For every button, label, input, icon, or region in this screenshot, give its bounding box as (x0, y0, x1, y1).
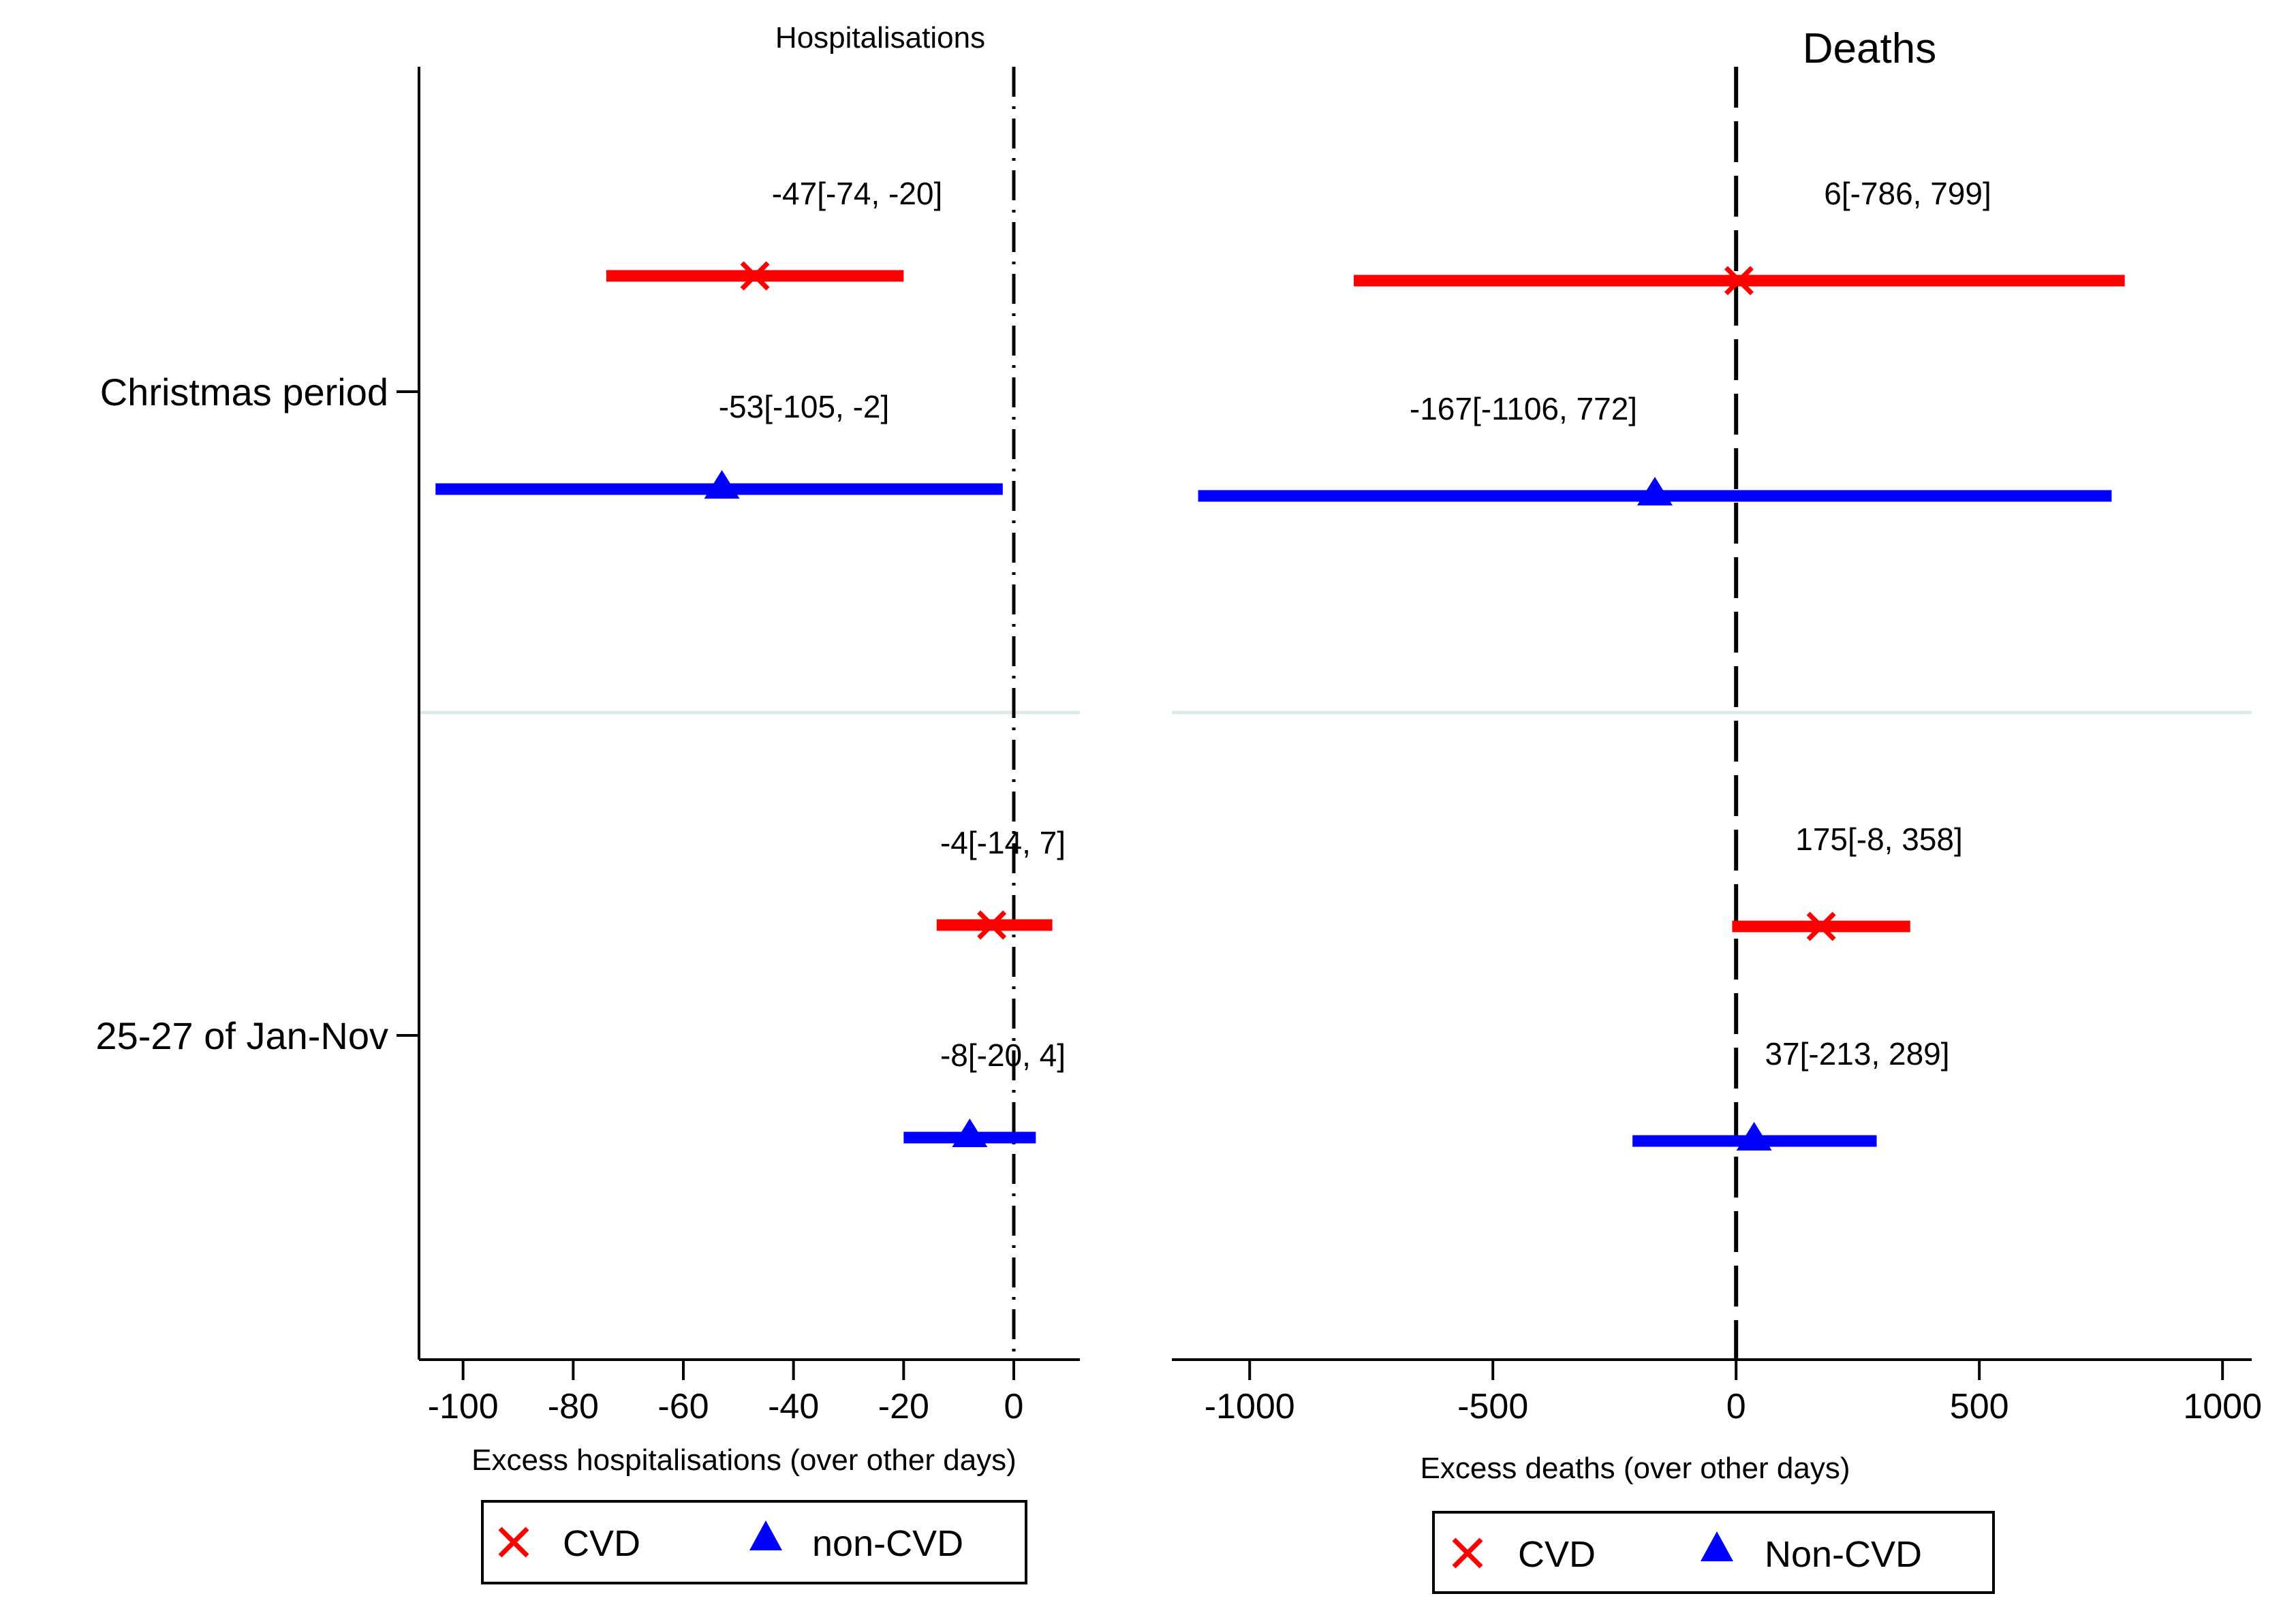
left-x-ticks: -100 -80 -60 -40 -20 0 (428, 1360, 1024, 1426)
left-data-label: -47[-74, -20] (772, 176, 943, 211)
left-x-tick-label: -100 (428, 1387, 499, 1426)
right-triangle-marker (1636, 477, 1673, 505)
left-category-label-jan-nov: 25-27 of Jan-Nov (95, 1014, 388, 1057)
right-triangle-marker (1736, 1122, 1772, 1151)
left-x-marker (977, 910, 1007, 940)
right-x-tick-label: -500 (1457, 1387, 1528, 1426)
left-legend-noncvd-label: non-CVD (812, 1523, 963, 1564)
right-x-tick-label: 500 (1950, 1387, 2009, 1426)
right-legend-noncvd-label: Non-CVD (1765, 1534, 1922, 1575)
left-category-label-christmas: Christmas period (100, 371, 388, 413)
right-x-axis-title: Excess deaths (over other days) (1421, 1452, 1850, 1485)
marker-stroke (1724, 266, 1754, 296)
right-x-marker (1724, 266, 1754, 296)
left-legend: CVD non-CVD (481, 1500, 1027, 1584)
marker-stroke (1806, 911, 1836, 941)
right-data-label: -167[-1106, 772] (1410, 391, 1637, 426)
right-legend: CVD Non-CVD (1432, 1511, 1995, 1594)
left-x-tick-label: -40 (768, 1387, 819, 1426)
left-x-tick-label: -80 (548, 1387, 599, 1426)
left-x-tick-label: -60 (657, 1387, 709, 1426)
left-legend-cvd-marker-icon (498, 1527, 529, 1558)
right-marks: 6[-786, 799] 175[-8, 358] -167[-1106, 772]… (1198, 176, 2125, 1151)
left-panel: Hospitalisations Christmas period 25-27 … (95, 21, 1080, 1584)
left-panel-title: Hospitalisations (775, 21, 985, 54)
left-x-axis-title: Excess hospitalisations (over other days… (471, 1443, 1017, 1477)
right-x-ticks: -1000 -500 0 500 1000 (1205, 1360, 2262, 1426)
right-data-label: 6[-786, 799] (1824, 176, 1991, 211)
left-x-marker (740, 261, 770, 291)
right-data-label: 175[-8, 358] (1795, 822, 1963, 857)
right-x-marker (1806, 911, 1836, 941)
left-marks: -47[-74, -20] -4[-14, 7] -53[-105, -2] -8[-… (435, 176, 1066, 1147)
marker-stroke (977, 910, 1007, 940)
right-panel-title: Deaths (1803, 25, 1936, 72)
right-legend-cvd-label: CVD (1518, 1534, 1596, 1575)
right-x-tick-label: -1000 (1205, 1387, 1295, 1426)
left-data-label: -4[-14, 7] (940, 825, 1066, 860)
right-x-tick-label: 1000 (2183, 1387, 2262, 1426)
right-legend-noncvd-marker-icon (1701, 1531, 1733, 1561)
right-x-tick-label: 0 (1726, 1387, 1746, 1426)
left-triangle-marker (704, 470, 740, 499)
left-legend-cvd-label: CVD (563, 1523, 640, 1564)
right-panel: Deaths -1000 -500 0 500 1000 Excess deaths (… (1172, 25, 2262, 1594)
left-data-label: -8[-20, 4] (940, 1037, 1066, 1073)
left-legend-noncvd-marker-icon (749, 1520, 782, 1550)
left-x-tick-label: -20 (878, 1387, 929, 1426)
left-data-label: -53[-105, -2] (719, 389, 890, 424)
left-triangle-marker (952, 1119, 988, 1147)
right-legend-cvd-marker-icon (1452, 1537, 1483, 1569)
right-data-label: 37[-213, 289] (1765, 1036, 1949, 1072)
marker-stroke (740, 261, 770, 291)
left-x-tick-label: 0 (1004, 1387, 1024, 1426)
